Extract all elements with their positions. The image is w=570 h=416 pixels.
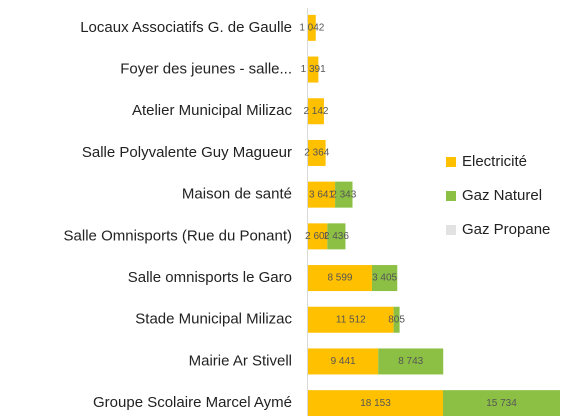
bar-segment xyxy=(393,306,400,333)
value-label: 2 600 xyxy=(305,231,330,242)
bar-segment xyxy=(308,348,379,375)
value-label: 8 743 xyxy=(398,356,423,367)
category-label: Maison de santé xyxy=(182,186,292,203)
legend-swatch xyxy=(446,191,456,201)
legend-label: Electricité xyxy=(462,153,527,170)
legend-swatch xyxy=(446,225,456,235)
bar-segment xyxy=(442,390,560,416)
category-label: Stade Municipal Milizac xyxy=(135,311,292,328)
value-label: 2 343 xyxy=(331,189,356,200)
category-label: Mairie Ar Stivell xyxy=(189,352,292,369)
value-label: 9 441 xyxy=(331,356,356,367)
bar-segment xyxy=(308,181,336,208)
category-label: Salle omnisports le Garo xyxy=(128,269,292,286)
category-label: Foyer des jeunes - salle... xyxy=(120,61,292,78)
bar-segment xyxy=(308,98,324,125)
value-label: 1 042 xyxy=(299,22,324,33)
category-label: Salle Omnisports (Rue du Ponant) xyxy=(64,227,292,244)
category-label: Salle Polyvalente Guy Magueur xyxy=(82,144,292,161)
value-label: 3 405 xyxy=(372,273,397,284)
bar-segment xyxy=(308,306,394,333)
bar-segment xyxy=(308,56,319,83)
bar-segment xyxy=(308,390,443,416)
value-label: 11 512 xyxy=(336,314,366,325)
value-label: 15 734 xyxy=(486,398,517,409)
value-label: 18 153 xyxy=(360,398,391,409)
value-label: 2 142 xyxy=(303,106,328,117)
legend-label: Gaz Propane xyxy=(462,221,550,238)
bar-segment xyxy=(308,265,372,292)
category-label: Atelier Municipal Milizac xyxy=(132,102,293,119)
bar-segment xyxy=(308,14,316,41)
legend-swatch xyxy=(446,157,456,167)
value-label: 3 641 xyxy=(309,189,334,200)
value-label: 8 599 xyxy=(327,273,352,284)
bar-segment xyxy=(327,223,346,250)
bar-segment xyxy=(308,223,328,250)
category-label: Groupe Scolaire Marcel Aymé xyxy=(93,394,292,411)
value-label: 805 xyxy=(388,314,405,325)
value-label: 2 436 xyxy=(324,231,349,242)
bar-segment xyxy=(371,265,398,292)
bar-segment xyxy=(335,181,353,208)
bar-segment xyxy=(308,139,326,166)
category-label: Locaux Associatifs G. de Gaulle xyxy=(80,19,292,36)
bar-segment xyxy=(378,348,444,375)
value-label: 1 391 xyxy=(301,64,326,75)
legend-label: Gaz Naturel xyxy=(462,187,542,204)
value-label: 2 364 xyxy=(304,148,329,159)
